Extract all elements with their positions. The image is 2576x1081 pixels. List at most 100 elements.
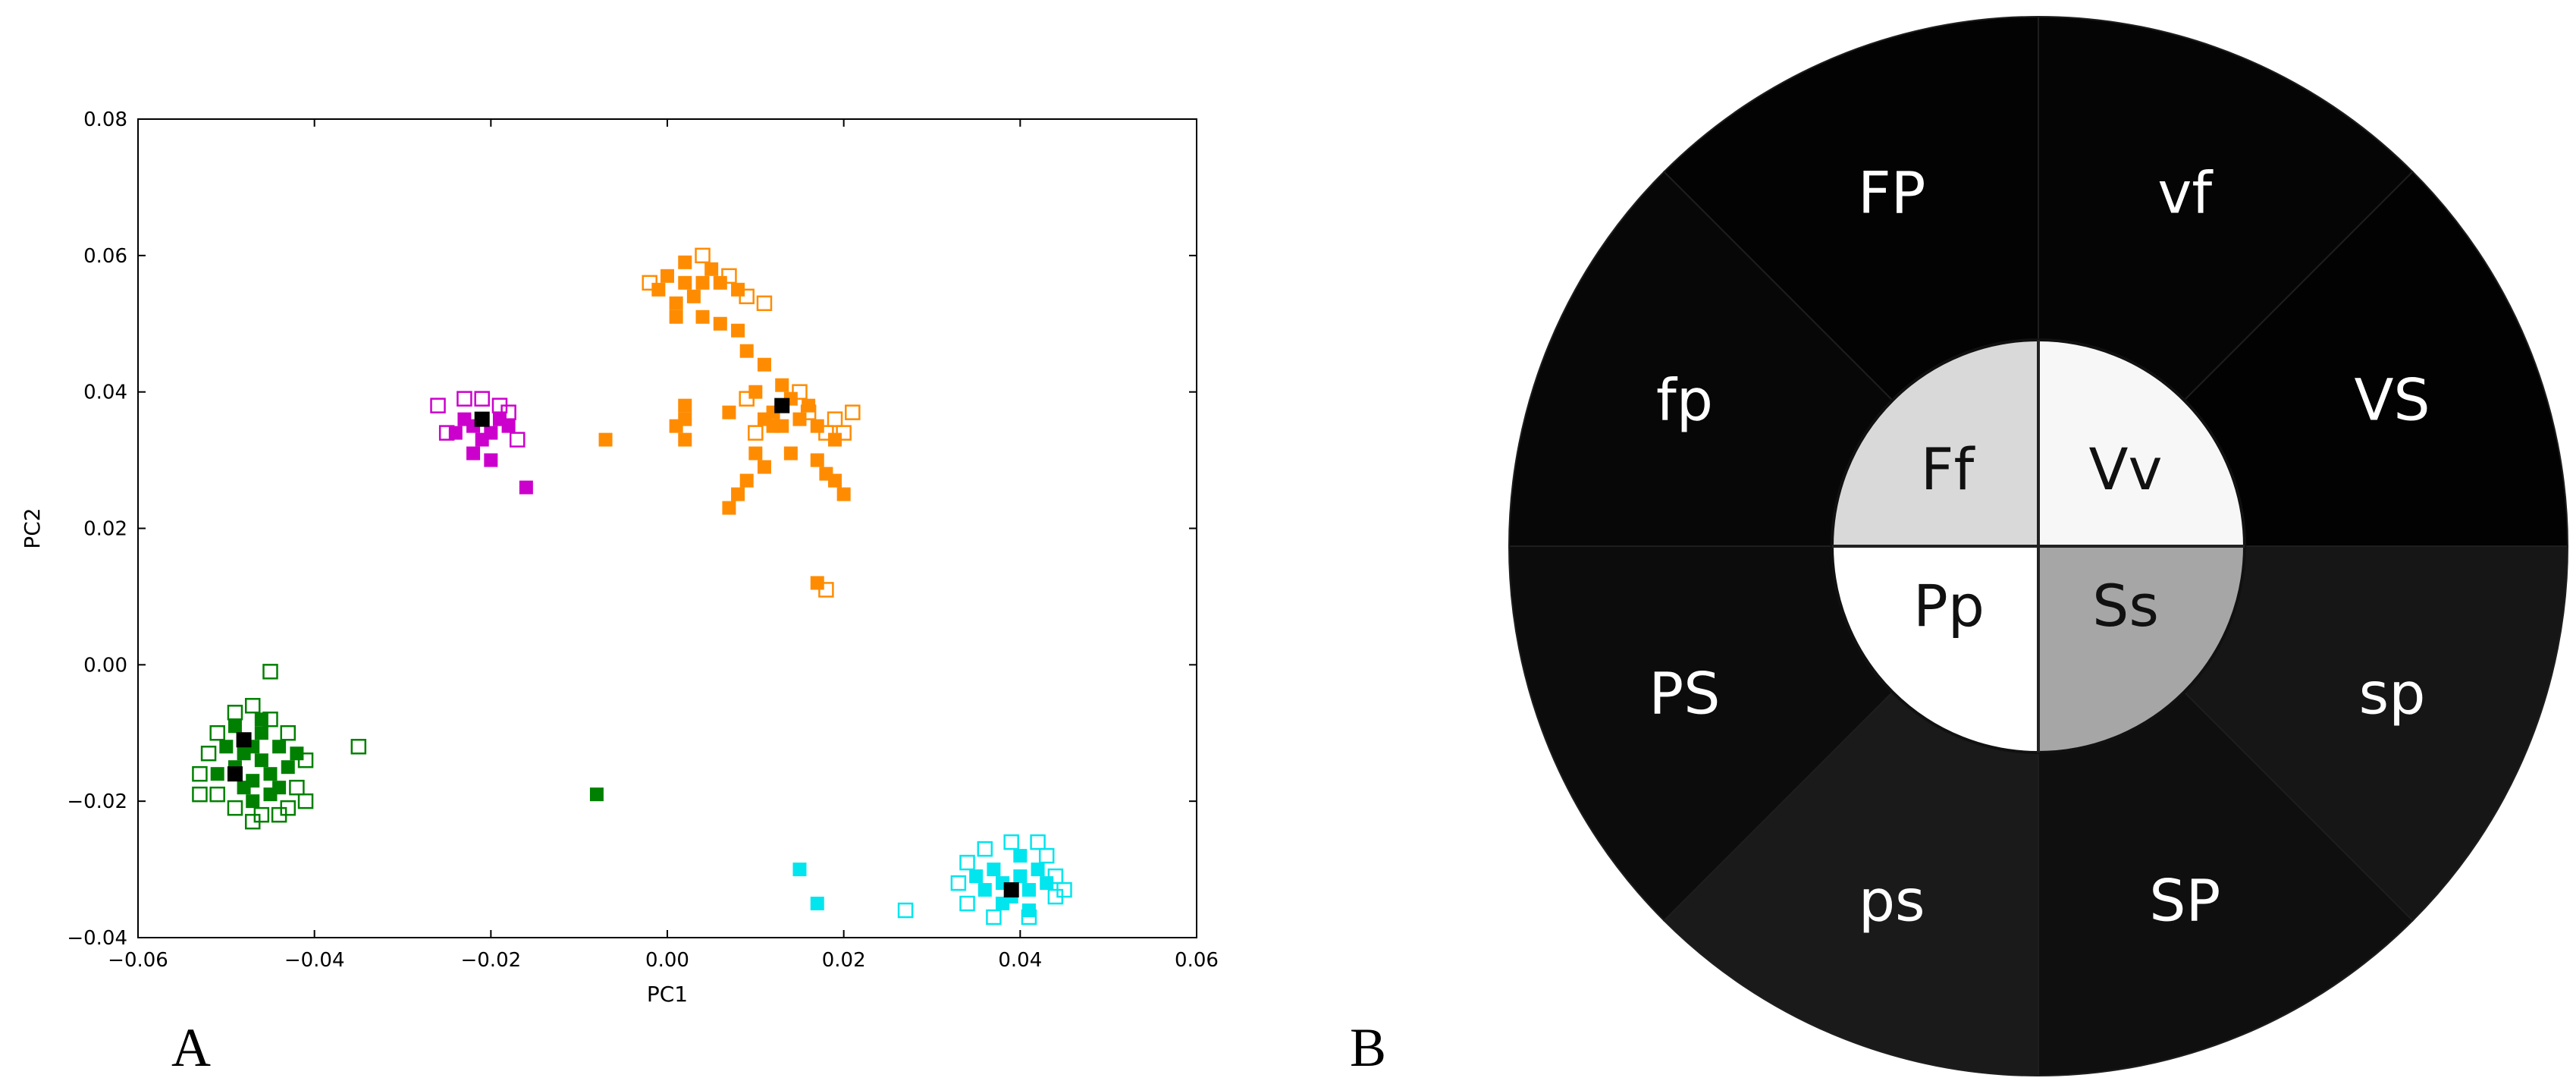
y-tick-label: 0.00 [83, 654, 127, 677]
data-point [598, 432, 613, 447]
data-point-hollow [297, 793, 314, 809]
data-point [501, 419, 516, 433]
data-point [1013, 869, 1028, 884]
data-point-hollow [350, 738, 367, 755]
data-point [695, 310, 710, 324]
data-point-hollow [289, 779, 305, 796]
x-tick-label: −0.04 [284, 949, 345, 972]
data-point [713, 316, 727, 331]
data-point [678, 255, 692, 269]
panel-label-b: B [1350, 1017, 1386, 1078]
data-point [757, 460, 771, 474]
outer-segment-label: vf [2157, 159, 2214, 226]
data-point-hollow [1056, 881, 1072, 898]
plot-area [137, 118, 1197, 938]
x-tick-label: −0.02 [460, 949, 521, 972]
data-point [766, 419, 780, 433]
data-point-hollow [244, 813, 261, 830]
data-point-hollow [474, 391, 490, 407]
outer-segment-label: sp [2359, 659, 2426, 727]
data-point [792, 863, 807, 877]
data-point-hollow [959, 854, 975, 871]
data-point-hollow [227, 800, 243, 816]
data-point [828, 473, 842, 488]
data-point [792, 412, 807, 426]
data-point [660, 269, 674, 283]
data-point [466, 446, 481, 460]
data-point-hollow [1003, 834, 1019, 850]
data-point [254, 712, 268, 727]
data-point [810, 453, 824, 467]
data-point-hollow [244, 698, 261, 714]
x-tick-label: 0.04 [998, 949, 1042, 972]
data-point [996, 897, 1010, 911]
data-point-hollow [695, 247, 711, 264]
data-point [810, 419, 824, 433]
data-point-hollow [192, 786, 208, 803]
data-point [651, 282, 666, 297]
data-point-hollow [200, 745, 217, 762]
data-point-hollow [209, 786, 225, 803]
outer-segment-label: ps [1859, 867, 1925, 935]
data-point [475, 432, 489, 447]
data-point-hollow [509, 432, 526, 448]
data-point [969, 869, 984, 884]
data-point [1040, 876, 1054, 891]
y-tick-label: 0.04 [83, 382, 127, 404]
outer-segment-label: SP [2149, 867, 2220, 935]
y-tick-label: −0.02 [67, 790, 127, 813]
data-point [731, 282, 745, 297]
data-point [757, 357, 771, 372]
outer-segment-label: VS [2354, 366, 2430, 434]
data-point [713, 275, 727, 290]
panel-label-a: A [171, 1017, 211, 1078]
data-point [739, 473, 754, 488]
data-point [731, 323, 745, 338]
data-point [589, 787, 604, 802]
data-point-hollow [756, 295, 773, 312]
data-point [836, 487, 851, 501]
data-point [669, 419, 683, 433]
data-point [263, 767, 278, 781]
data-point [272, 740, 287, 754]
data-point [484, 453, 498, 467]
data-point-hollow [1038, 847, 1055, 864]
y-tick-label: 0.08 [83, 108, 127, 131]
data-point [254, 726, 268, 740]
y-tick-label: −0.04 [67, 927, 127, 950]
x-tick-label: 0.06 [1175, 949, 1219, 972]
data-point-hollow [748, 425, 764, 441]
data-point [775, 378, 789, 392]
centroid-marker [1003, 882, 1019, 898]
data-point [722, 501, 736, 515]
data-point [739, 344, 754, 358]
data-point [802, 398, 816, 413]
data-point [987, 863, 1001, 877]
data-point-hollow [1030, 834, 1046, 850]
data-point [731, 487, 745, 501]
data-point-hollow [986, 909, 1002, 925]
data-point [290, 746, 304, 761]
x-tick-label: −0.06 [108, 949, 168, 972]
inner-quadrant-label: Ff [1921, 435, 1976, 503]
data-point-hollow [827, 411, 843, 427]
data-point [519, 480, 533, 495]
data-point [977, 883, 992, 897]
data-point [748, 446, 763, 460]
data-point [678, 432, 692, 447]
data-point [678, 275, 692, 290]
data-point [246, 794, 260, 809]
data-point [1013, 849, 1028, 863]
centroid-marker [227, 766, 243, 782]
data-point [722, 405, 736, 420]
data-point [227, 719, 242, 734]
data-point [783, 446, 798, 460]
data-point [1031, 863, 1045, 877]
data-point-hollow [271, 806, 287, 823]
data-point [695, 275, 710, 290]
x-tick-label: 0.00 [645, 949, 689, 972]
data-point-hollow [897, 902, 914, 919]
y-tick-label: 0.06 [83, 245, 127, 268]
